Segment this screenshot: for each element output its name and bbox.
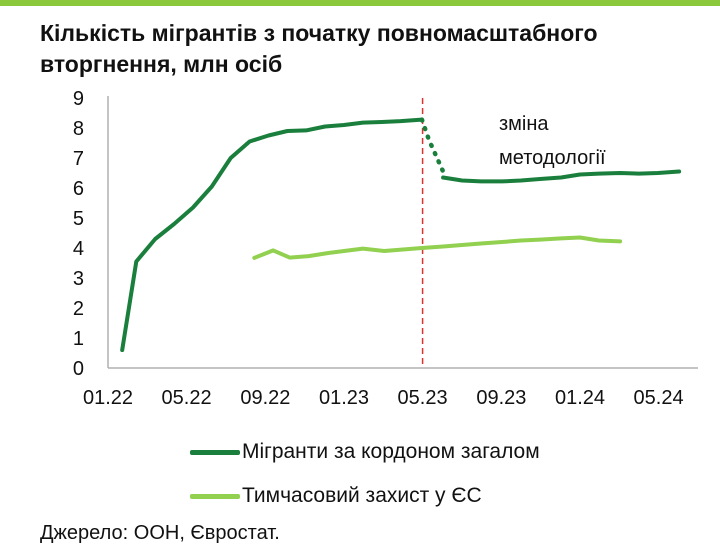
y-tick-label: 3 [73,268,84,290]
x-tick-label: 01.23 [319,387,369,409]
annotation-line-2: методології [499,147,606,169]
y-tick-label: 8 [73,118,84,140]
y-tick-label: 2 [73,298,84,320]
y-tick-label: 1 [73,328,84,350]
legend-swatch-temporary-protection [190,493,240,499]
x-tick-label: 09.23 [476,387,526,409]
y-tick-label: 4 [73,238,84,260]
x-tick-label: 01.24 [555,387,605,409]
y-tick-label: 9 [73,88,84,110]
x-tick-label: 05.23 [398,387,448,409]
x-tick-label: 05.22 [162,387,212,409]
x-tick-label: 09.22 [240,387,290,409]
top-accent-rule [0,0,720,6]
series-line-migrants-abroad-segment-1 [419,117,446,174]
series-line-migrants-abroad-segment-0 [120,117,424,352]
series-line-temporary-protection-segment-0 [252,235,623,260]
legend-label-temporary-protection: Тимчасовий захист у ЄС [242,484,482,507]
y-tick-label: 5 [73,208,84,230]
y-tick-label: 6 [73,178,84,200]
legend-item-migrants-abroad: Мігранти за кордоном загалом [190,438,540,466]
legend-item-temporary-protection: Тимчасовий захист у ЄС [190,482,482,510]
legend-label-migrants-abroad: Мігранти за кордоном загалом [242,440,540,463]
y-tick-label: 0 [73,358,84,380]
series-line-migrants-abroad-segment-2 [441,169,682,184]
x-tick-label: 05.24 [634,387,684,409]
source-note: Джерело: ООН, Євростат. [40,522,280,544]
x-tick-label: 01.22 [83,387,133,409]
legend-swatch-migrants-abroad [190,449,240,455]
y-tick-label: 7 [73,148,84,170]
annotation-line-1: зміна [499,113,549,135]
chart-title: Кількість мігрантів з початку повномасшт… [40,20,598,77]
